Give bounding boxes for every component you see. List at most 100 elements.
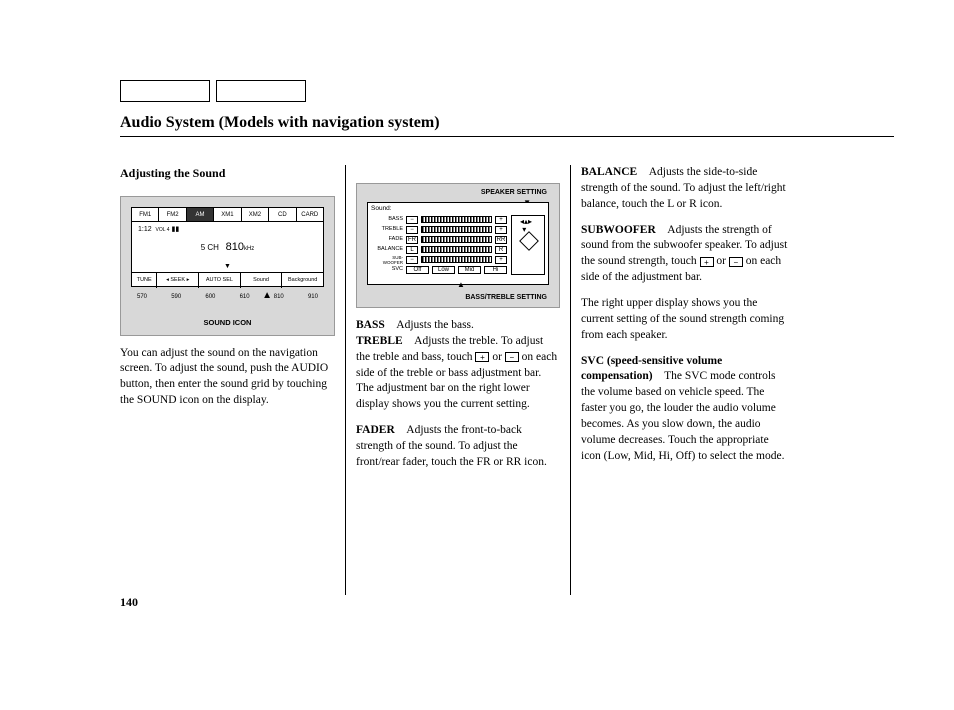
col1-paragraph: You can adjust the sound on the navigati… [120,346,335,409]
plus-icon: + [495,256,507,264]
radio-body: 1:12 VOL 4 ▮▮ 5 CH 810kHz ▼ [132,222,323,272]
freq: 810 [226,241,244,253]
svc-row: SVC Off Low Mid Hi [371,265,507,275]
subwoofer-heading: SUBWOOFER [581,224,656,236]
subwoofer-label: SUB- WOOFER [371,255,403,265]
tab-fm1: FM1 [132,208,159,222]
plus-icon: + [495,226,507,234]
speaker-setting-label: SPEAKER SETTING [481,188,547,198]
column-2: SPEAKER SETTING ▼ Sound: BASS − + TREBLE [345,165,570,595]
time-value: 1:12 [138,226,152,233]
plus-icon: + [495,216,507,224]
tab-cd: CD [269,208,296,222]
column-1: Adjusting the Sound FM1 FM2 AM XM1 XM2 C… [120,165,345,595]
speaker-arrows-icon: ◂▴▸ ▾ [520,218,532,234]
subwoofer-row: SUB- WOOFER − + [371,255,507,265]
bass-treble-setting-label: BASS/TREBLE SETTING [465,293,547,303]
column-3: BALANCE Adjusts the side-to-side strengt… [570,165,800,595]
fade-label: FADE [371,236,403,244]
page-title: Audio System (Models with navigation sys… [120,114,894,137]
plus-icon: + [700,257,714,267]
svc-hi: Hi [484,266,507,274]
fader-heading: FADER [356,424,395,436]
header-box [216,80,306,102]
autosel-button: AUTO SEL [199,273,241,288]
radio-presets: 570 590 600 610 810 910 [133,291,322,301]
svc-label: SVC [371,266,403,274]
bass-text: Adjusts the bass. [396,319,474,331]
treble-label: TREBLE [371,226,403,234]
rr-icon: RR [495,236,507,244]
treble-heading: TREBLE [356,335,403,347]
bass-row: BASS − + [371,215,507,225]
minus-icon: − [406,226,418,234]
vol-label: VOL 4 [156,227,170,233]
svc-low: Low [432,266,455,274]
right-display-paragraph: The right upper display shows you the cu… [581,296,790,344]
balance-row: BALANCE L R [371,245,507,255]
preset: 590 [171,293,181,301]
treble-row: TREBLE − + [371,225,507,235]
preset: 570 [137,293,147,301]
balance-label: BALANCE [371,246,403,254]
radio-tabs: FM1 FM2 AM XM1 XM2 CD CARD [132,208,323,222]
header-placeholder-boxes [120,80,894,102]
l-icon: L [406,246,418,254]
plus-icon: + [475,352,489,362]
radio-bottom-buttons: TUNE ◂ SEEK ▸ AUTO SEL Sound Background [132,272,323,288]
svc-text: The SVC mode controls the volume based o… [581,370,784,461]
vol-bars: ▮▮ [171,226,179,233]
radio-frequency: 5 CH 810kHz [132,240,323,255]
down-indicator: ▼ [132,262,323,272]
radio-time: 1:12 VOL 4 ▮▮ [138,225,179,235]
content-columns: Adjusting the Sound FM1 FM2 AM XM1 XM2 C… [120,165,894,595]
tab-xm2: XM2 [242,208,269,222]
treble-bar [421,226,492,233]
adjusting-sound-heading: Adjusting the Sound [120,165,335,182]
sound-icon-arrow: ▲ [262,289,272,303]
minus-icon: − [729,257,743,267]
radio-diagram-panel: FM1 FM2 AM XM1 XM2 CD CARD 1:12 VOL 4 ▮▮ [120,196,335,336]
sound-button: Sound [241,273,283,288]
header-box [120,80,210,102]
balance-heading: BALANCE [581,166,637,178]
channel: 5 CH [201,243,219,252]
sound-icon-caption: SOUND ICON [121,318,334,328]
tab-xm1: XM1 [214,208,241,222]
background-button: Background [282,273,323,288]
seek-button: ◂ SEEK ▸ [157,273,199,288]
manual-page: Audio System (Models with navigation sys… [0,0,954,710]
r-icon: R [495,246,507,254]
preset: 910 [308,293,318,301]
unit: kHz [244,246,254,252]
sound-settings-box: Sound: BASS − + TREBLE − + [367,202,549,285]
or-text: or [716,255,726,267]
tune-button: TUNE [132,273,157,288]
fade-row: FADE FR RR [371,235,507,245]
svc-mid: Mid [458,266,481,274]
preset: 810 [274,293,284,301]
fr-icon: FR [406,236,418,244]
minus-icon: − [505,352,519,362]
bass-heading: BASS [356,319,385,331]
minus-icon: − [406,216,418,224]
preset: 600 [205,293,215,301]
bass-treble-paragraph: BASS Adjusts the bass. TREBLE Adjusts th… [356,318,560,413]
minus-icon: − [406,256,418,264]
sound-box-title: Sound: [371,205,545,214]
page-number: 140 [120,595,138,610]
tab-fm2: FM2 [159,208,186,222]
or-text: or [492,351,502,363]
speaker-diagram-icon: ◂▴▸ ▾ [511,215,545,275]
fade-bar [421,236,492,243]
svc-off: Off [406,266,429,274]
subwoofer-bar [421,256,492,263]
sound-settings-panel: SPEAKER SETTING ▼ Sound: BASS − + TREBLE [356,183,560,308]
balance-paragraph: BALANCE Adjusts the side-to-side strengt… [581,165,790,213]
balance-bar [421,246,492,253]
tab-am: AM [187,208,214,222]
bass-label: BASS [371,216,403,224]
bass-bar [421,216,492,223]
preset: 610 [240,293,250,301]
arrow-up-icon: ▲ [457,279,465,290]
